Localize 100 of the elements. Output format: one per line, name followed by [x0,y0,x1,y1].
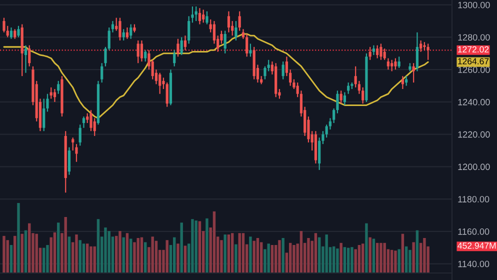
bar [227,234,230,273]
bar [2,236,6,273]
bar [104,228,107,273]
bar [206,218,208,273]
bar [20,234,24,273]
bar [252,240,256,273]
bar [140,237,144,273]
candlestick [372,44,376,56]
candlestick [376,44,379,59]
bar [340,242,342,273]
candlestick [202,9,205,24]
candlestick [90,110,92,132]
bar [212,211,216,273]
bar [184,246,187,273]
bar [401,234,404,273]
bar [358,245,361,273]
y-tick-label: 1280.00 [458,34,490,41]
bar [108,231,110,273]
bar [354,249,357,273]
candlestick [224,30,226,54]
bar [325,234,328,273]
candlestick [130,24,132,40]
bar [28,223,31,273]
bar [194,220,198,273]
bar [314,233,318,273]
candlestick [246,33,248,58]
text: 1264.67 [458,58,489,64]
candlestick [140,40,144,62]
candlestick [82,116,86,128]
candlestick [227,10,230,33]
bar [90,246,92,273]
bar [368,237,372,273]
bar [230,233,234,273]
candlestick [383,48,386,60]
bar [198,221,202,273]
bar [267,244,270,273]
bar [68,236,71,273]
candlestick [238,10,241,32]
candlestick [118,17,122,42]
bar [383,242,386,273]
bar [176,244,180,273]
candlestick [158,72,162,94]
bar [129,238,132,273]
bar [380,242,382,273]
bar [122,237,125,273]
bar [64,217,67,273]
bar [154,240,158,273]
candlestick [426,43,430,60]
candlestick [416,32,419,72]
candlestick [212,20,216,44]
bar [270,245,274,273]
bar [332,246,336,273]
bar [390,250,394,273]
candlestick [72,137,74,152]
bar [394,250,397,273]
bar [144,242,147,273]
candlestick [100,62,104,84]
bar [256,238,260,273]
bar [412,242,415,273]
candlestick [136,40,140,64]
candlestick [234,20,238,42]
candlestick [380,43,382,60]
candlestick [144,50,147,62]
candlestick [24,44,28,74]
bar [86,244,89,273]
y-tick-label: 1180.00 [458,196,490,202]
candlestick [180,36,183,56]
candlestick [282,60,284,80]
candlestick [390,59,394,72]
bar [75,234,78,273]
bar [82,244,86,273]
candlestick [28,44,31,67]
bar [260,242,263,273]
candlestick [78,124,82,146]
bar [166,240,168,273]
bar [6,240,9,273]
candlestick [318,137,321,170]
bar [118,231,122,273]
candlestick [340,90,342,104]
candlestick [188,16,190,44]
bar [191,219,194,273]
bar [220,240,223,273]
bar [224,234,226,273]
candlestick [198,8,202,25]
y-tick-label: 1260.00 [458,66,490,73]
bar [372,238,376,273]
bar [234,244,238,273]
candlestick [420,40,422,52]
bar [136,238,140,273]
y-tick-label: 1200.00 [458,164,490,170]
bar [78,240,82,273]
bar [57,222,60,273]
bar [238,233,241,273]
bar [180,222,183,273]
bar [398,249,400,273]
candlestick [2,17,6,33]
bar [361,244,364,273]
bar [133,242,136,273]
bar [126,233,129,273]
bar [96,219,100,273]
